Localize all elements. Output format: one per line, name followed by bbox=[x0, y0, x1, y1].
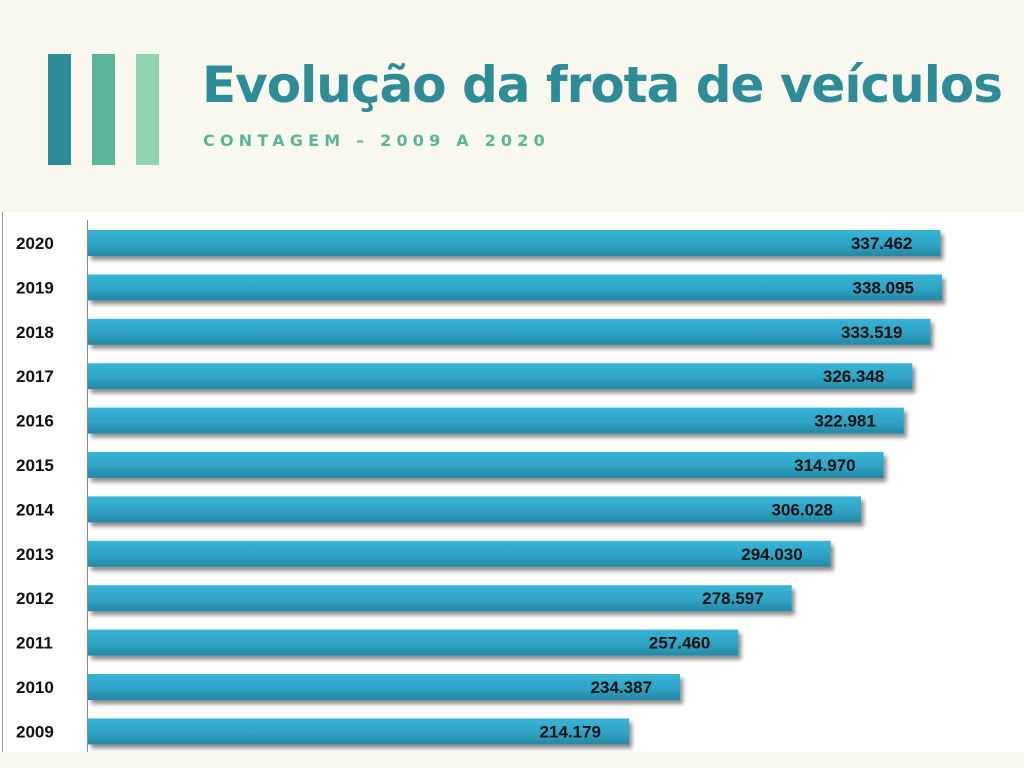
value-label: 294.030 bbox=[741, 545, 802, 564]
value-label: 278.597 bbox=[702, 589, 763, 608]
category-label: 2011 bbox=[16, 634, 53, 653]
value-label: 314.970 bbox=[794, 456, 855, 475]
value-label: 257.460 bbox=[649, 634, 710, 653]
bar-2018 bbox=[88, 318, 931, 345]
decorative-bar-1 bbox=[48, 54, 71, 165]
decorative-bar-2 bbox=[92, 54, 115, 165]
bar-2020 bbox=[88, 230, 941, 256]
value-label: 337.462 bbox=[851, 234, 912, 253]
bar-2010 bbox=[88, 674, 681, 700]
value-label: 326.348 bbox=[823, 367, 884, 386]
value-label: 214.179 bbox=[540, 722, 601, 741]
category-label: 2009 bbox=[16, 722, 54, 741]
category-label: 2015 bbox=[16, 456, 54, 475]
value-label: 306.028 bbox=[772, 500, 833, 519]
category-label: 2014 bbox=[16, 500, 54, 519]
bar-2017 bbox=[88, 363, 913, 390]
category-label: 2018 bbox=[16, 323, 54, 342]
category-label: 2019 bbox=[16, 278, 54, 297]
value-label: 333.519 bbox=[841, 323, 902, 342]
bar-2012 bbox=[88, 585, 792, 612]
panel-left-border bbox=[2, 212, 3, 752]
value-label: 338.095 bbox=[853, 278, 914, 297]
bar-2019 bbox=[88, 274, 942, 301]
category-label: 2017 bbox=[16, 367, 54, 386]
bar-2013 bbox=[88, 540, 831, 567]
page-subtitle: CONTAGEM – 2009 A 2020 bbox=[203, 131, 550, 150]
bar-chart: 2020 337.462 2019 338.095 2018 333.519 2017 326… bbox=[16, 220, 942, 752]
chart-panel: 2020 337.462 2019 338.095 2018 333.519 2017 326… bbox=[0, 212, 1024, 752]
bar-2014 bbox=[88, 496, 862, 523]
bar-2011 bbox=[88, 629, 739, 656]
category-label: 2013 bbox=[16, 545, 54, 564]
bar-2009 bbox=[88, 718, 629, 745]
value-label: 234.387 bbox=[591, 678, 652, 697]
category-label: 2010 bbox=[16, 678, 54, 697]
category-label: 2012 bbox=[16, 589, 54, 608]
category-label: 2016 bbox=[16, 412, 54, 431]
bar-2015 bbox=[88, 452, 884, 478]
bar-2016 bbox=[88, 407, 904, 434]
decorative-bar-3 bbox=[136, 54, 159, 165]
page-title: Evolução da frota de veículos bbox=[202, 56, 1003, 114]
category-label: 2020 bbox=[16, 234, 54, 253]
value-label: 322.981 bbox=[814, 412, 875, 431]
